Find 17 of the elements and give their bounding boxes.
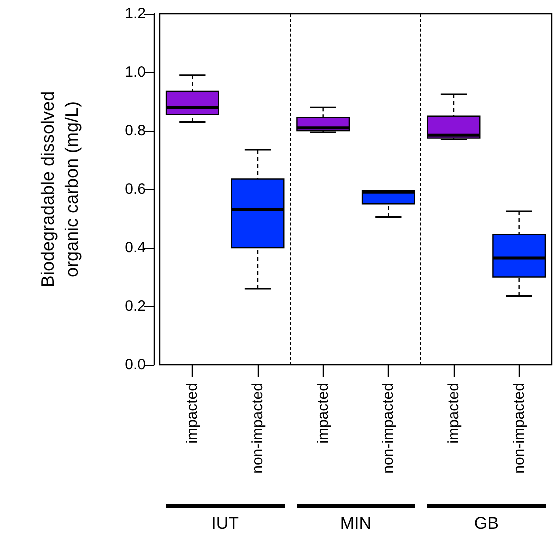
y-tick-label: 0.2 [125,298,146,315]
y-tick-label: 0.0 [125,356,146,374]
y-tick-label: 1.2 [125,6,146,22]
x-tick-label: impacted [446,383,462,444]
x-tick-label: non-impacted [380,383,398,474]
x-tick-label: non-impacted [250,383,266,474]
text: MIN [339,514,373,534]
y-axis-title: Biodegradable dissolved organic carbon (mg/L) [38,91,82,288]
text: GB [473,514,500,534]
x-tick-label: impacted [314,383,332,444]
y-tick-label: 0.4 [125,240,146,256]
x-tick-label: non-impacted [510,383,528,474]
x-tick-label: impacted [184,383,202,444]
y-tick-label: 0.8 [125,122,146,140]
text: IUT [210,514,240,534]
y-tick-label: 1.0 [125,64,146,81]
y-tick-label: 0.6 [125,181,146,198]
